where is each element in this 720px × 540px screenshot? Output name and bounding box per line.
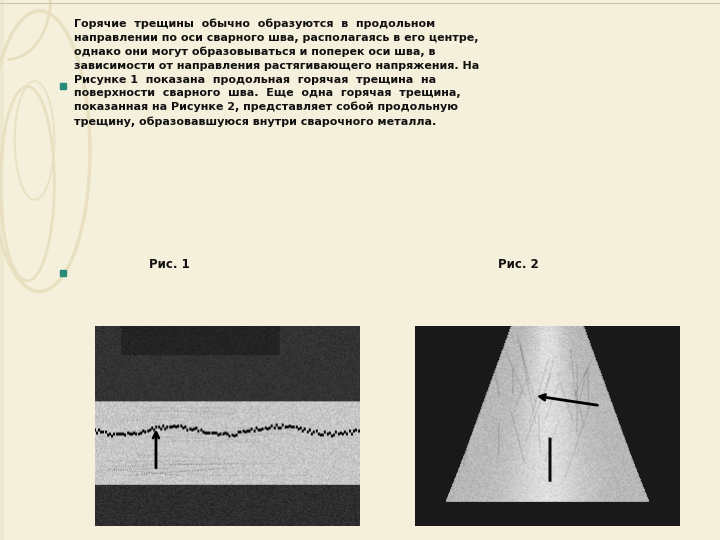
- Bar: [0, 0, 4, 540]
- Text: Рис. 2: Рис. 2: [498, 258, 539, 271]
- Text: Рис. 1: Рис. 1: [149, 258, 189, 271]
- Text: Горячие  трещины  обычно  образуются  в  продольном
направлении по оси сварного : Горячие трещины обычно образуются в прод…: [74, 19, 480, 127]
